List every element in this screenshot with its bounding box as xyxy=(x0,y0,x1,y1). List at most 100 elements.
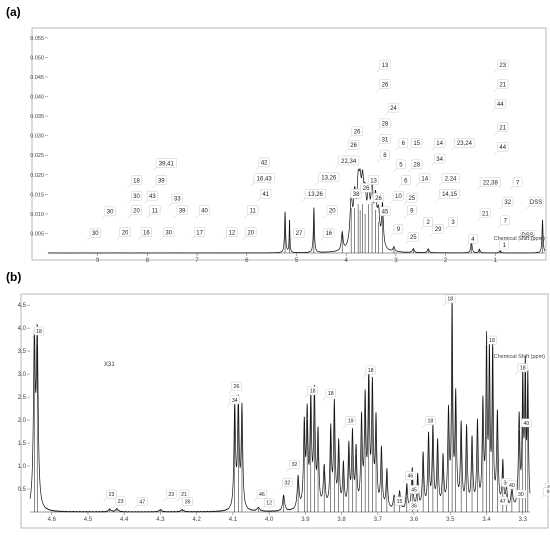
peak-label-text: 30 xyxy=(518,492,524,498)
peak-label-box xyxy=(367,175,380,185)
peak-label-leader xyxy=(494,131,498,135)
peak-label: 13,26 xyxy=(315,172,340,185)
peak-label: 21 xyxy=(476,208,491,221)
peak-label-leader xyxy=(323,214,328,218)
panel-b-y-ticks: 0.5 1.0 1.5 2.0 2.5 3.0 3.5 4.0 4.5 xyxy=(18,303,30,493)
peak-label-box xyxy=(137,497,148,506)
peak-label-text: 26 xyxy=(382,82,389,88)
peak-label: 40 xyxy=(196,205,211,218)
peak-label-box xyxy=(350,188,362,199)
peak-label-text: 6 xyxy=(402,141,406,147)
panel-a-y-ticks: 0.005 0.010 0.015 0.020 0.025 0.030 0.035 0.040… xyxy=(30,36,48,237)
x-tick-label: 3.7 xyxy=(374,517,383,523)
peak-label-text: 13,26 xyxy=(308,192,324,198)
peak-label-text: 40 xyxy=(201,208,208,214)
peak-label-text: 36 xyxy=(411,504,417,510)
peak-label-leader xyxy=(496,248,500,253)
spectrum-trace xyxy=(29,294,531,513)
panel-b-scale-annotation: X31 xyxy=(104,362,115,368)
peak-label-box xyxy=(502,196,514,207)
peak-label-leader xyxy=(404,214,408,218)
peak-label-leader xyxy=(146,214,150,218)
peak-label: 44 xyxy=(491,98,506,112)
peak-label: 13,26 xyxy=(301,188,326,202)
peak-label: 31 xyxy=(376,134,391,147)
peak-label-box xyxy=(140,227,152,237)
peak-label-leader xyxy=(376,215,380,220)
peak-label-box xyxy=(497,79,509,89)
peak-label-box xyxy=(407,232,419,242)
peak-label-box xyxy=(104,206,116,217)
peak-label-text: 12 xyxy=(229,230,236,236)
peak-label: 16,43 xyxy=(250,173,275,186)
peak-label-text: 18 xyxy=(310,389,316,395)
peak-label-leader xyxy=(390,233,395,237)
peak-label: 30 xyxy=(101,206,116,220)
peak-label-text: 16 xyxy=(143,230,150,236)
y-tick-label: 2.5 xyxy=(18,395,27,401)
peak-label: 27 xyxy=(290,228,305,241)
peak-label-leader xyxy=(540,495,544,500)
peak-label: 1 xyxy=(496,239,509,253)
x-tick-label: 4.2 xyxy=(192,517,201,523)
peak-label: 18 xyxy=(31,326,45,339)
peak-label-box xyxy=(406,192,418,203)
peak-label: 46 xyxy=(402,471,416,484)
peak-label-leader xyxy=(497,224,501,229)
peak-label-leader xyxy=(335,164,339,169)
peak-label-box xyxy=(500,215,510,226)
peak-label-text: 47 xyxy=(139,499,145,505)
peak-label-leader xyxy=(494,504,499,509)
panel-b-x-axis-label: Chemical Shift (ppm) xyxy=(494,354,546,360)
y-tick-label: 4.0 xyxy=(18,326,27,332)
peak-label: 4 xyxy=(465,233,478,247)
peak-label-leader xyxy=(103,498,107,502)
peak-label-leader xyxy=(320,237,324,241)
peak-label-box xyxy=(401,175,411,185)
peak-label: 32 xyxy=(286,459,300,472)
peak-label-box xyxy=(380,149,390,160)
peak-label: 16 xyxy=(137,227,152,240)
peak-label: 43 xyxy=(143,190,158,204)
peak-label: 21 xyxy=(175,489,190,502)
peak-label-box xyxy=(379,59,391,70)
peak-label: 2 xyxy=(420,217,433,230)
peak-label: 26 xyxy=(370,192,385,206)
peak-label: 6 xyxy=(395,138,409,151)
peak-label-leader xyxy=(286,468,290,472)
peak-label-box xyxy=(419,173,431,183)
peak-label-text: 30 xyxy=(107,210,114,216)
peak-label-text: 32 xyxy=(292,462,298,468)
peak-label-text: 25 xyxy=(408,196,415,202)
peak-label-box xyxy=(497,122,509,132)
peak-label: 23 xyxy=(163,489,177,502)
peak-label: 24 xyxy=(384,102,399,116)
peak-label: 20 xyxy=(323,205,338,218)
peak-label-leader xyxy=(377,158,381,163)
peak-label-text: 34 xyxy=(232,398,238,404)
x-tick-label: 3.4 xyxy=(482,517,491,523)
peak-label: 7 xyxy=(497,215,510,229)
peak-label-text: 34 xyxy=(436,157,443,163)
peak-label: 20 xyxy=(116,227,131,240)
peak-label: 40 xyxy=(503,480,517,493)
peak-label-leader xyxy=(408,168,412,173)
peak-label-box xyxy=(425,416,436,425)
peak-label: 47 xyxy=(494,496,508,509)
peak-label-leader xyxy=(393,168,397,173)
peak-label-leader xyxy=(376,143,380,147)
peak-label-leader xyxy=(422,424,426,428)
peak-label-leader xyxy=(376,127,380,131)
peak-label-leader xyxy=(143,200,148,204)
peak-label: 30 xyxy=(127,190,143,204)
x-tick-label: 1 xyxy=(494,258,498,264)
peak-label-leader xyxy=(116,236,120,240)
peak-label-text: 6 xyxy=(404,178,408,184)
peak-label-text: 30 xyxy=(165,230,172,236)
peak-label-text: 22,38 xyxy=(483,180,499,186)
peak-label-leader xyxy=(503,488,508,493)
peak-label-text: 18 xyxy=(489,338,495,344)
x-tick-label: 5 xyxy=(295,258,299,264)
